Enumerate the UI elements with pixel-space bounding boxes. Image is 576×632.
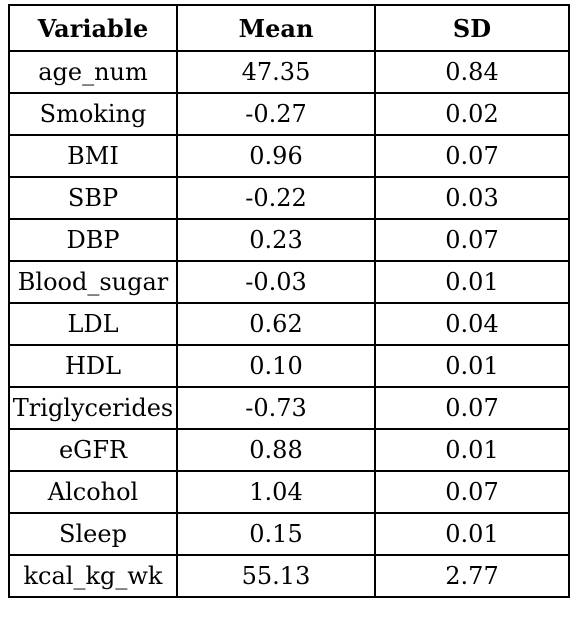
cell-sd: 0.01: [374, 512, 570, 556]
cell-sd: 0.01: [374, 428, 570, 472]
cell-mean: -0.22: [176, 176, 376, 220]
cell-sd: 2.77: [374, 554, 570, 598]
cell-variable: LDL: [8, 302, 178, 346]
cell-variable: BMI: [8, 134, 178, 178]
cell-sd: 0.07: [374, 386, 570, 430]
cell-sd: 0.03: [374, 176, 570, 220]
cell-mean: 0.23: [176, 218, 376, 262]
cell-mean: 0.62: [176, 302, 376, 346]
table-row: DBP 0.23 0.07: [8, 218, 570, 262]
cell-variable: Triglycerides: [8, 386, 178, 430]
cell-variable: DBP: [8, 218, 178, 262]
table-row: kcal_kg_wk 55.13 2.77: [8, 554, 570, 598]
header-mean: Mean: [176, 4, 376, 52]
cell-variable: SBP: [8, 176, 178, 220]
table-row: Blood_sugar -0.03 0.01: [8, 260, 570, 304]
table-row: age_num 47.35 0.84: [8, 50, 570, 94]
cell-mean: 0.10: [176, 344, 376, 388]
table-row: BMI 0.96 0.07: [8, 134, 570, 178]
table-row: SBP -0.22 0.03: [8, 176, 570, 220]
cell-variable: Blood_sugar: [8, 260, 178, 304]
table-row: HDL 0.10 0.01: [8, 344, 570, 388]
cell-sd: 0.01: [374, 260, 570, 304]
cell-mean: 55.13: [176, 554, 376, 598]
table-row: LDL 0.62 0.04: [8, 302, 570, 346]
cell-variable: Alcohol: [8, 470, 178, 514]
table-header-row: Variable Mean SD: [8, 4, 570, 52]
cell-mean: 0.15: [176, 512, 376, 556]
cell-mean: 1.04: [176, 470, 376, 514]
cell-variable: Smoking: [8, 92, 178, 136]
cell-variable: kcal_kg_wk: [8, 554, 178, 598]
cell-mean: -0.73: [176, 386, 376, 430]
table-row: Smoking -0.27 0.02: [8, 92, 570, 136]
cell-sd: 0.04: [374, 302, 570, 346]
cell-mean: 47.35: [176, 50, 376, 94]
table-row: eGFR 0.88 0.01: [8, 428, 570, 472]
cell-variable: eGFR: [8, 428, 178, 472]
table-row: Alcohol 1.04 0.07: [8, 470, 570, 514]
cell-mean: -0.27: [176, 92, 376, 136]
cell-sd: 0.07: [374, 134, 570, 178]
cell-sd: 0.84: [374, 50, 570, 94]
cell-mean: 0.88: [176, 428, 376, 472]
cell-variable: age_num: [8, 50, 178, 94]
cell-variable: Sleep: [8, 512, 178, 556]
cell-sd: 0.07: [374, 470, 570, 514]
cell-sd: 0.02: [374, 92, 570, 136]
header-sd: SD: [374, 4, 570, 52]
cell-variable: HDL: [8, 344, 178, 388]
statistics-table: Variable Mean SD age_num 47.35 0.84 Smok…: [8, 4, 570, 598]
header-variable: Variable: [8, 4, 178, 52]
cell-sd: 0.07: [374, 218, 570, 262]
table-row: Sleep 0.15 0.01: [8, 512, 570, 556]
cell-mean: 0.96: [176, 134, 376, 178]
cell-sd: 0.01: [374, 344, 570, 388]
cell-mean: -0.03: [176, 260, 376, 304]
table-row: Triglycerides -0.73 0.07: [8, 386, 570, 430]
